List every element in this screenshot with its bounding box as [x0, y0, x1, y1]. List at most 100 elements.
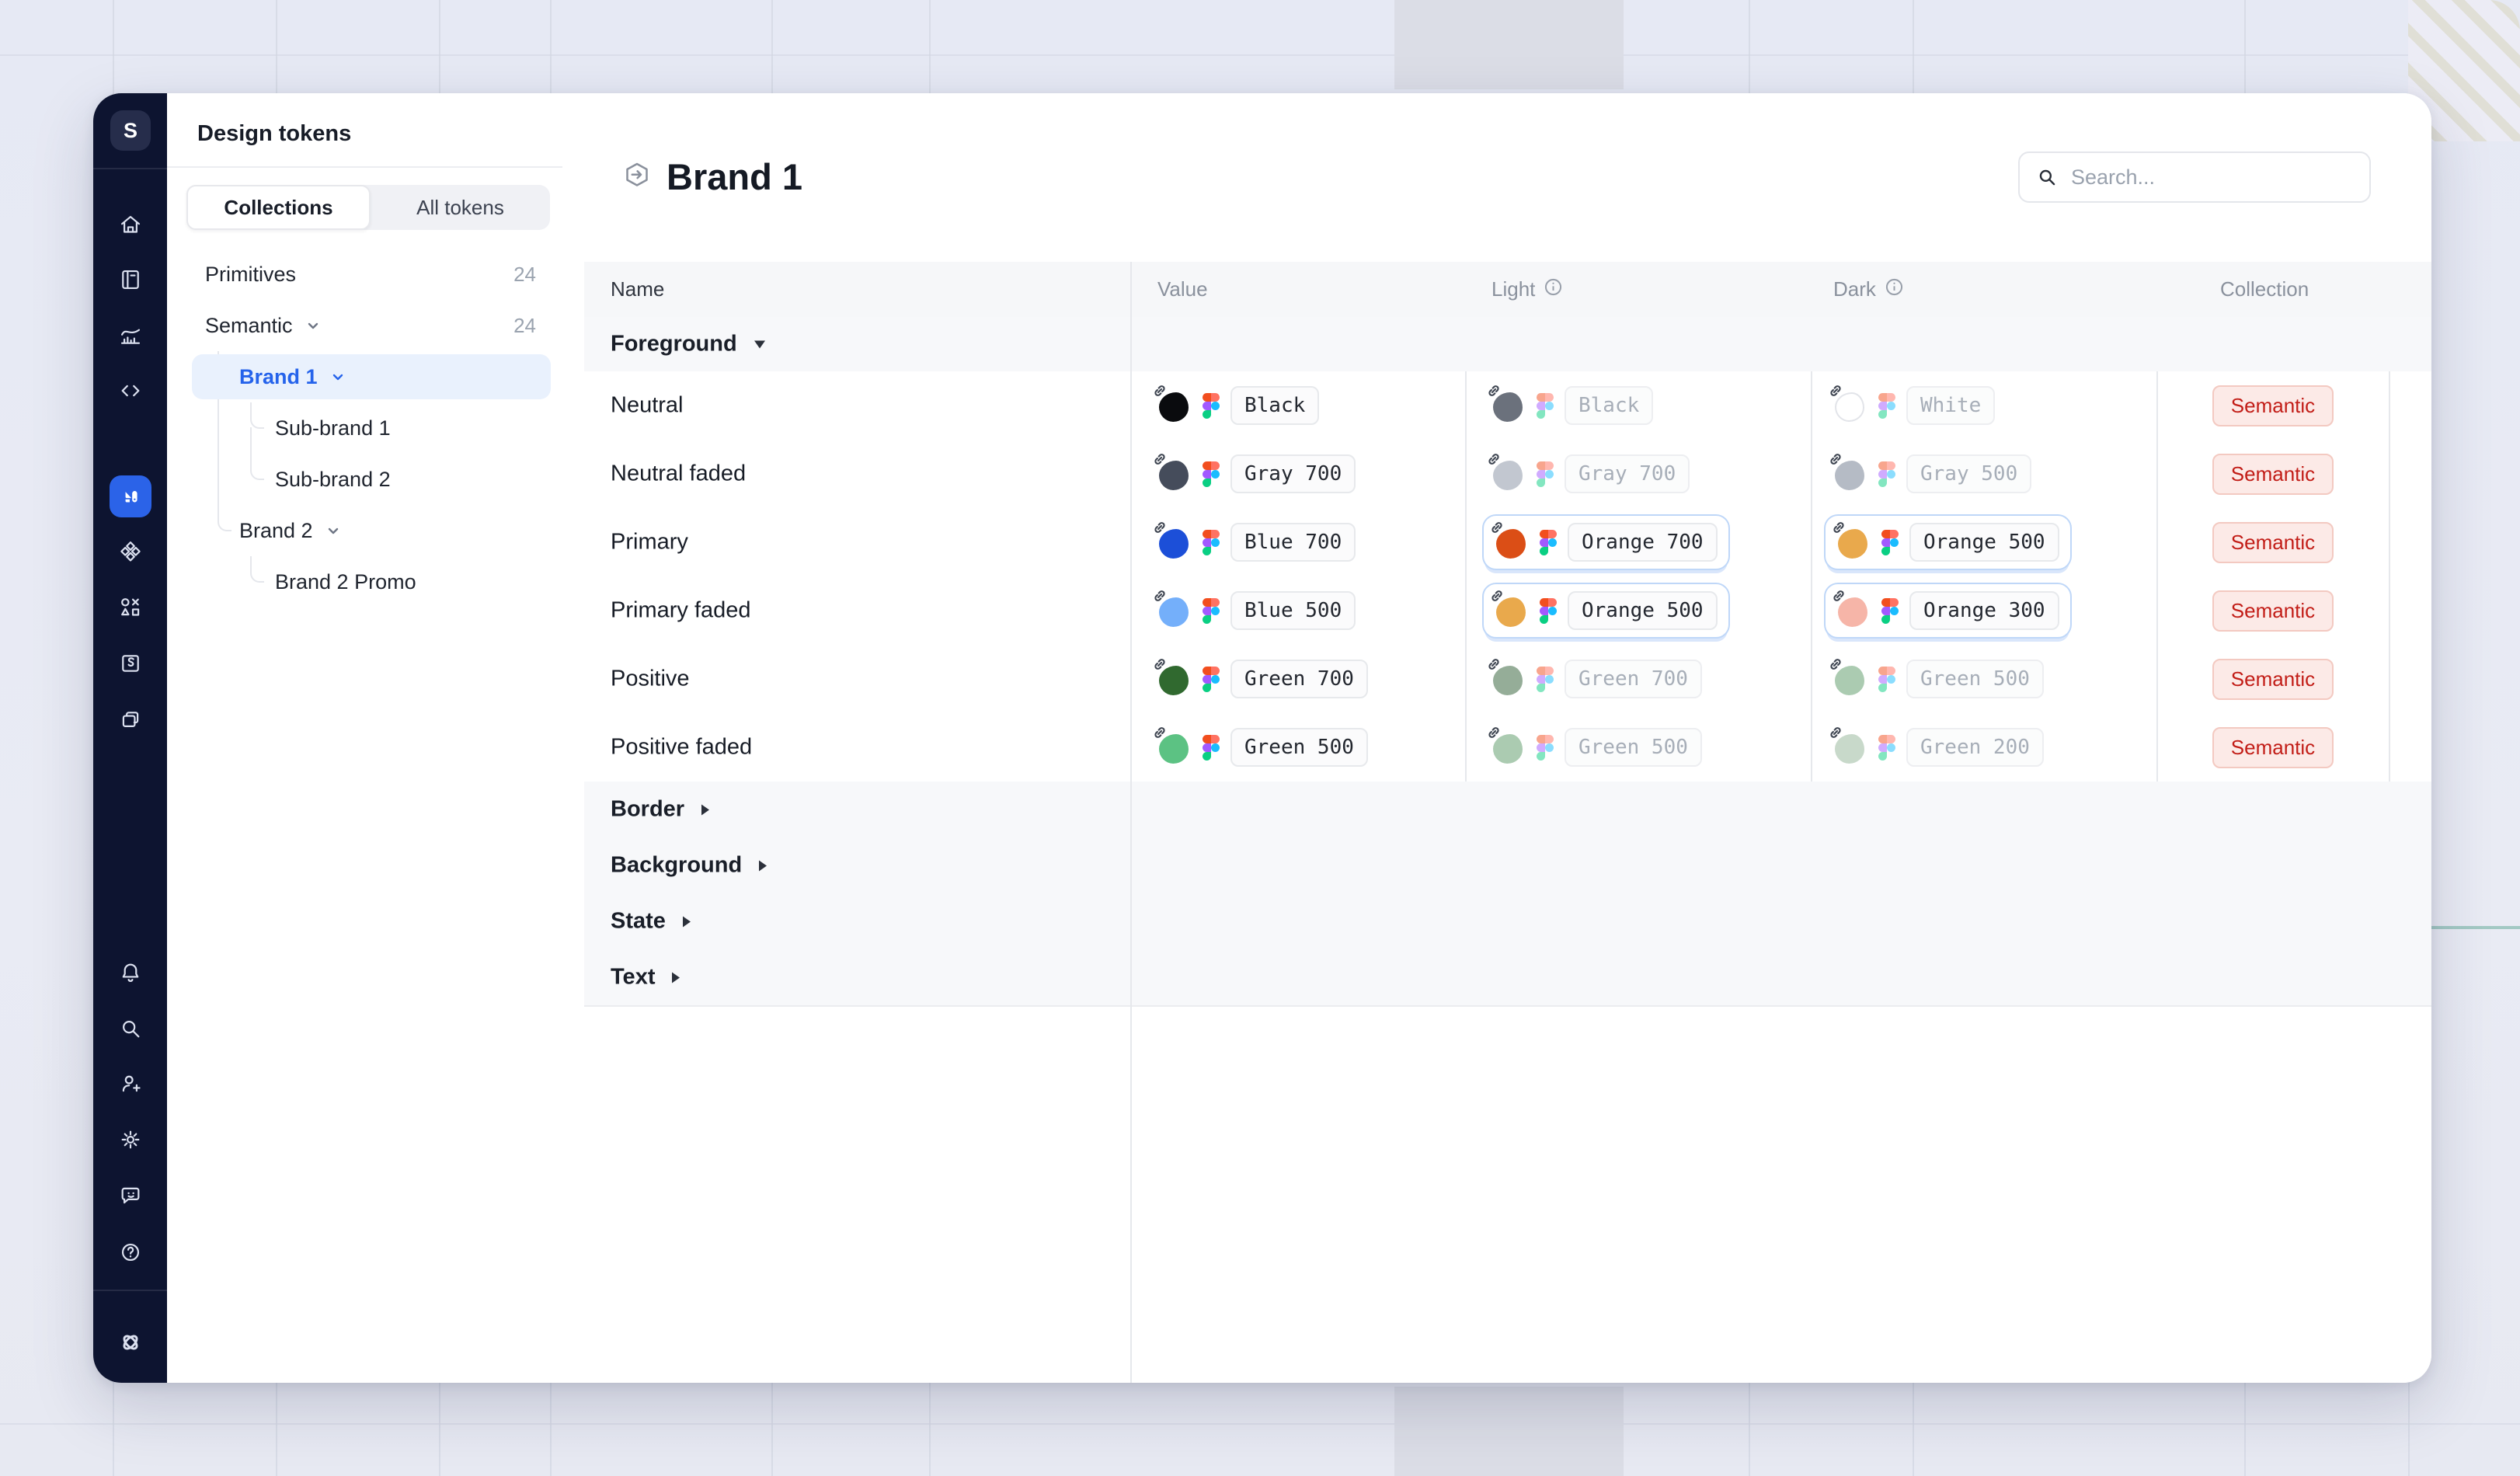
home-icon[interactable]	[117, 212, 144, 238]
token-chip[interactable]: Orange 300	[1909, 591, 2059, 630]
token-chip[interactable]: Orange 500	[1909, 523, 2059, 562]
supernova-logo[interactable]	[117, 1329, 144, 1356]
collection-badge[interactable]: Semantic	[2212, 453, 2334, 495]
token-value-cell[interactable]: Green 500	[1154, 727, 1368, 767]
stories-icon[interactable]	[117, 650, 144, 677]
token-value-cell[interactable]: Gray 700	[1488, 454, 1690, 493]
token-chip[interactable]: White	[1906, 386, 1996, 425]
token-chip[interactable]: Blue 700	[1230, 523, 1356, 562]
group-row-background[interactable]: Background	[584, 837, 2431, 895]
search-nav-icon[interactable]	[117, 1015, 144, 1042]
group-row-border[interactable]: Border	[584, 782, 2431, 839]
feedback-icon[interactable]	[117, 1182, 144, 1209]
table-row[interactable]: Primary faded Blue 500 Orange 500 Orange…	[584, 576, 2431, 646]
group-row-text[interactable]: Text	[584, 949, 2431, 1007]
collection-badge[interactable]: Semantic	[2212, 658, 2334, 700]
link-icon	[1151, 724, 1168, 741]
token-chip[interactable]: Orange 700	[1568, 523, 1718, 562]
token-value-cell[interactable]: Green 700	[1154, 659, 1368, 698]
tree-item-primitives[interactable]: Primitives 24	[205, 262, 536, 286]
token-chip[interactable]: Green 700	[1230, 660, 1368, 698]
token-chip[interactable]: Black	[1230, 386, 1320, 425]
hexagon-arrow-icon	[621, 160, 653, 191]
token-value-cell[interactable]: Gray 500	[1830, 454, 2032, 493]
selected-item-highlight	[192, 354, 551, 399]
token-value-cell[interactable]: Black	[1154, 385, 1320, 425]
docs-icon[interactable]	[117, 266, 144, 293]
token-value-cell-overridden[interactable]: Orange 700	[1482, 514, 1730, 570]
figma-icon	[1537, 461, 1554, 487]
invite-user-icon[interactable]	[117, 1070, 144, 1097]
token-chip[interactable]: Green 500	[1230, 728, 1368, 767]
group-row-foreground[interactable]: Foreground	[584, 317, 2431, 373]
collection-badge[interactable]: Semantic	[2212, 726, 2334, 768]
token-value-cell[interactable]: Gray 700	[1154, 454, 1356, 493]
tab-collections[interactable]: Collections	[186, 185, 371, 230]
token-value-cell[interactable]: Blue 700	[1154, 522, 1356, 562]
token-value-cell[interactable]: Green 500	[1488, 727, 1702, 767]
app-window: S	[93, 93, 2431, 1383]
link-icon	[1830, 587, 1847, 604]
token-chip[interactable]: Green 500	[1565, 728, 1702, 767]
token-chip[interactable]: Gray 500	[1906, 454, 2032, 493]
table-header: Name Value Light Dark Collection	[584, 262, 2431, 319]
color-swatch	[1488, 727, 1524, 764]
code-icon[interactable]	[117, 378, 144, 404]
token-value-cell[interactable]: Blue 500	[1154, 590, 1356, 630]
tokens-icon[interactable]	[109, 475, 151, 517]
pages-icon[interactable]	[117, 707, 144, 733]
token-value-cell[interactable]: Green 700	[1488, 659, 1702, 698]
info-icon[interactable]	[1543, 277, 1564, 303]
shapes-icon[interactable]	[117, 594, 144, 621]
token-chip[interactable]: Green 500	[1906, 660, 2044, 698]
color-blob	[1838, 529, 1867, 559]
token-chip[interactable]: Blue 500	[1230, 591, 1356, 630]
collection-badge[interactable]: Semantic	[2212, 385, 2334, 426]
token-chip[interactable]: Green 200	[1906, 728, 2044, 767]
tree-item-sub-brand-1[interactable]: Sub-brand 1	[275, 416, 391, 440]
token-value-cell-overridden[interactable]: Orange 500	[1824, 514, 2072, 570]
table-row[interactable]: Positive faded Green 500 Green 500 Green…	[584, 713, 2431, 783]
search-input[interactable]	[2069, 164, 2354, 190]
group-row-state[interactable]: State	[584, 893, 2431, 951]
tab-all-tokens[interactable]: All tokens	[416, 195, 504, 219]
color-blob	[1159, 529, 1189, 559]
tree-item-brand-2-promo[interactable]: Brand 2 Promo	[275, 569, 416, 594]
token-value-cell[interactable]: White	[1830, 385, 1996, 425]
bell-icon[interactable]	[117, 959, 144, 986]
table-row[interactable]: Positive Green 700 Green 700 Green 500 S…	[584, 645, 2431, 715]
analytics-icon[interactable]	[117, 322, 144, 349]
token-chip[interactable]: Orange 500	[1568, 591, 1718, 630]
collection-badge[interactable]: Semantic	[2212, 521, 2334, 563]
panel-title: Design tokens	[197, 121, 352, 146]
token-chip[interactable]: Gray 700	[1230, 454, 1356, 493]
color-swatch	[1830, 454, 1866, 490]
tree-item-sub-brand-2[interactable]: Sub-brand 2	[275, 467, 391, 491]
search-box[interactable]	[2018, 151, 2371, 203]
token-name: Positive	[611, 666, 690, 691]
token-value-cell[interactable]: Green 200	[1830, 727, 2044, 767]
token-value-cell[interactable]: Green 500	[1830, 659, 2044, 698]
settings-icon[interactable]	[117, 1126, 144, 1153]
components-icon[interactable]	[117, 540, 144, 566]
tree-item-brand-1[interactable]: Brand 1	[167, 351, 562, 402]
workspace-logo[interactable]: S	[110, 110, 151, 151]
chevron-down-icon	[305, 318, 321, 333]
token-chip[interactable]: Gray 700	[1565, 454, 1690, 493]
token-value-cell-overridden[interactable]: Orange 300	[1824, 583, 2072, 639]
backdrop-block-bottom	[1394, 1387, 1624, 1476]
help-icon[interactable]	[117, 1239, 144, 1265]
color-swatch	[1154, 659, 1190, 695]
table-row[interactable]: Neutral Black Black White Semantic	[584, 371, 2431, 441]
token-value-cell-overridden[interactable]: Orange 500	[1482, 583, 1730, 639]
table-row[interactable]: Primary Blue 700 Orange 700 Orange 500 S…	[584, 508, 2431, 578]
tree-item-semantic[interactable]: Semantic 24	[205, 313, 536, 337]
token-chip[interactable]: Green 700	[1565, 660, 1702, 698]
token-value-cell[interactable]: Black	[1488, 385, 1654, 425]
color-blob	[1493, 666, 1523, 695]
info-icon[interactable]	[1884, 277, 1905, 303]
table-row[interactable]: Neutral faded Gray 700 Gray 700 Gray 500…	[584, 440, 2431, 510]
tree-item-brand-2[interactable]: Brand 2	[167, 505, 562, 556]
collection-badge[interactable]: Semantic	[2212, 590, 2334, 632]
token-chip[interactable]: Black	[1565, 386, 1654, 425]
